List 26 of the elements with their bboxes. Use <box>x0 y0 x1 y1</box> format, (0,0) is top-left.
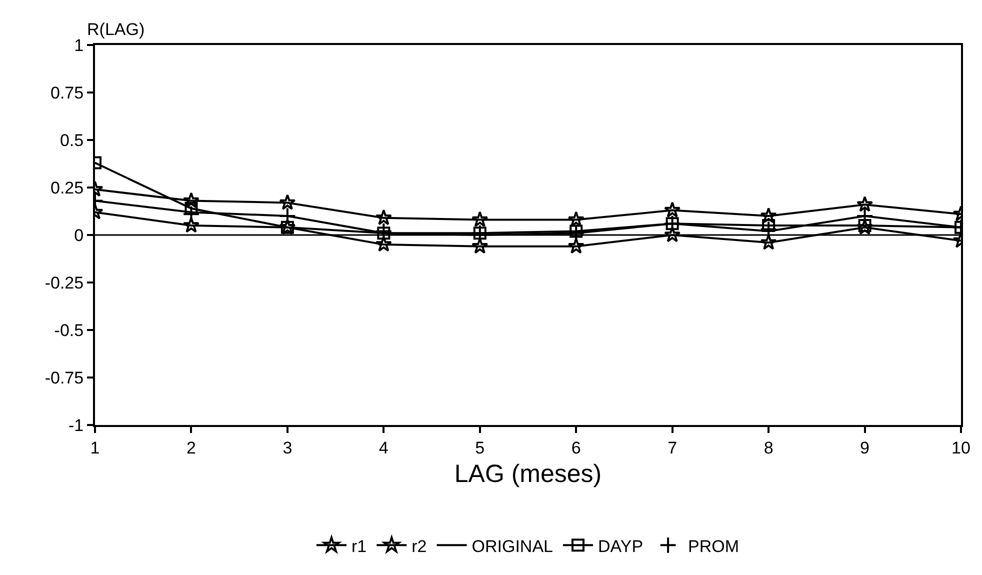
y-tick-label: 0 <box>74 226 84 245</box>
legend-label: r2 <box>412 536 427 556</box>
x-tick-label: 8 <box>764 438 774 458</box>
legend-label: DAYP <box>598 536 644 556</box>
legend-label: PROM <box>688 536 740 556</box>
x-tick-label: 6 <box>571 438 581 458</box>
x-tick-label: 9 <box>860 438 870 458</box>
x-tick-label: 3 <box>282 438 292 458</box>
y-tick-label: 0.5 <box>60 130 84 150</box>
x-tick-label: 10 <box>952 438 970 458</box>
y-tick-label: -0.5 <box>54 320 84 340</box>
y-tick-label: -1 <box>68 416 84 435</box>
y-axis-title: R(LAG) <box>87 20 145 39</box>
x-tick-label: 1 <box>90 438 100 458</box>
y-tick-label: 0.25 <box>50 178 84 198</box>
x-tick-label: 7 <box>668 438 678 458</box>
x-tick-label: 5 <box>475 438 485 458</box>
y-tick-label: -0.25 <box>44 273 84 292</box>
x-tick-label: 4 <box>378 438 388 458</box>
legend-label: ORIGINAL <box>472 536 553 556</box>
y-tick-label: 0.75 <box>50 83 84 102</box>
y-tick-label: -0.75 <box>44 368 84 388</box>
x-axis-title: LAG (meses) <box>454 460 602 488</box>
legend-label: r1 <box>352 536 367 556</box>
y-tick-label: 1 <box>74 36 84 55</box>
x-tick-label: 2 <box>186 438 196 458</box>
